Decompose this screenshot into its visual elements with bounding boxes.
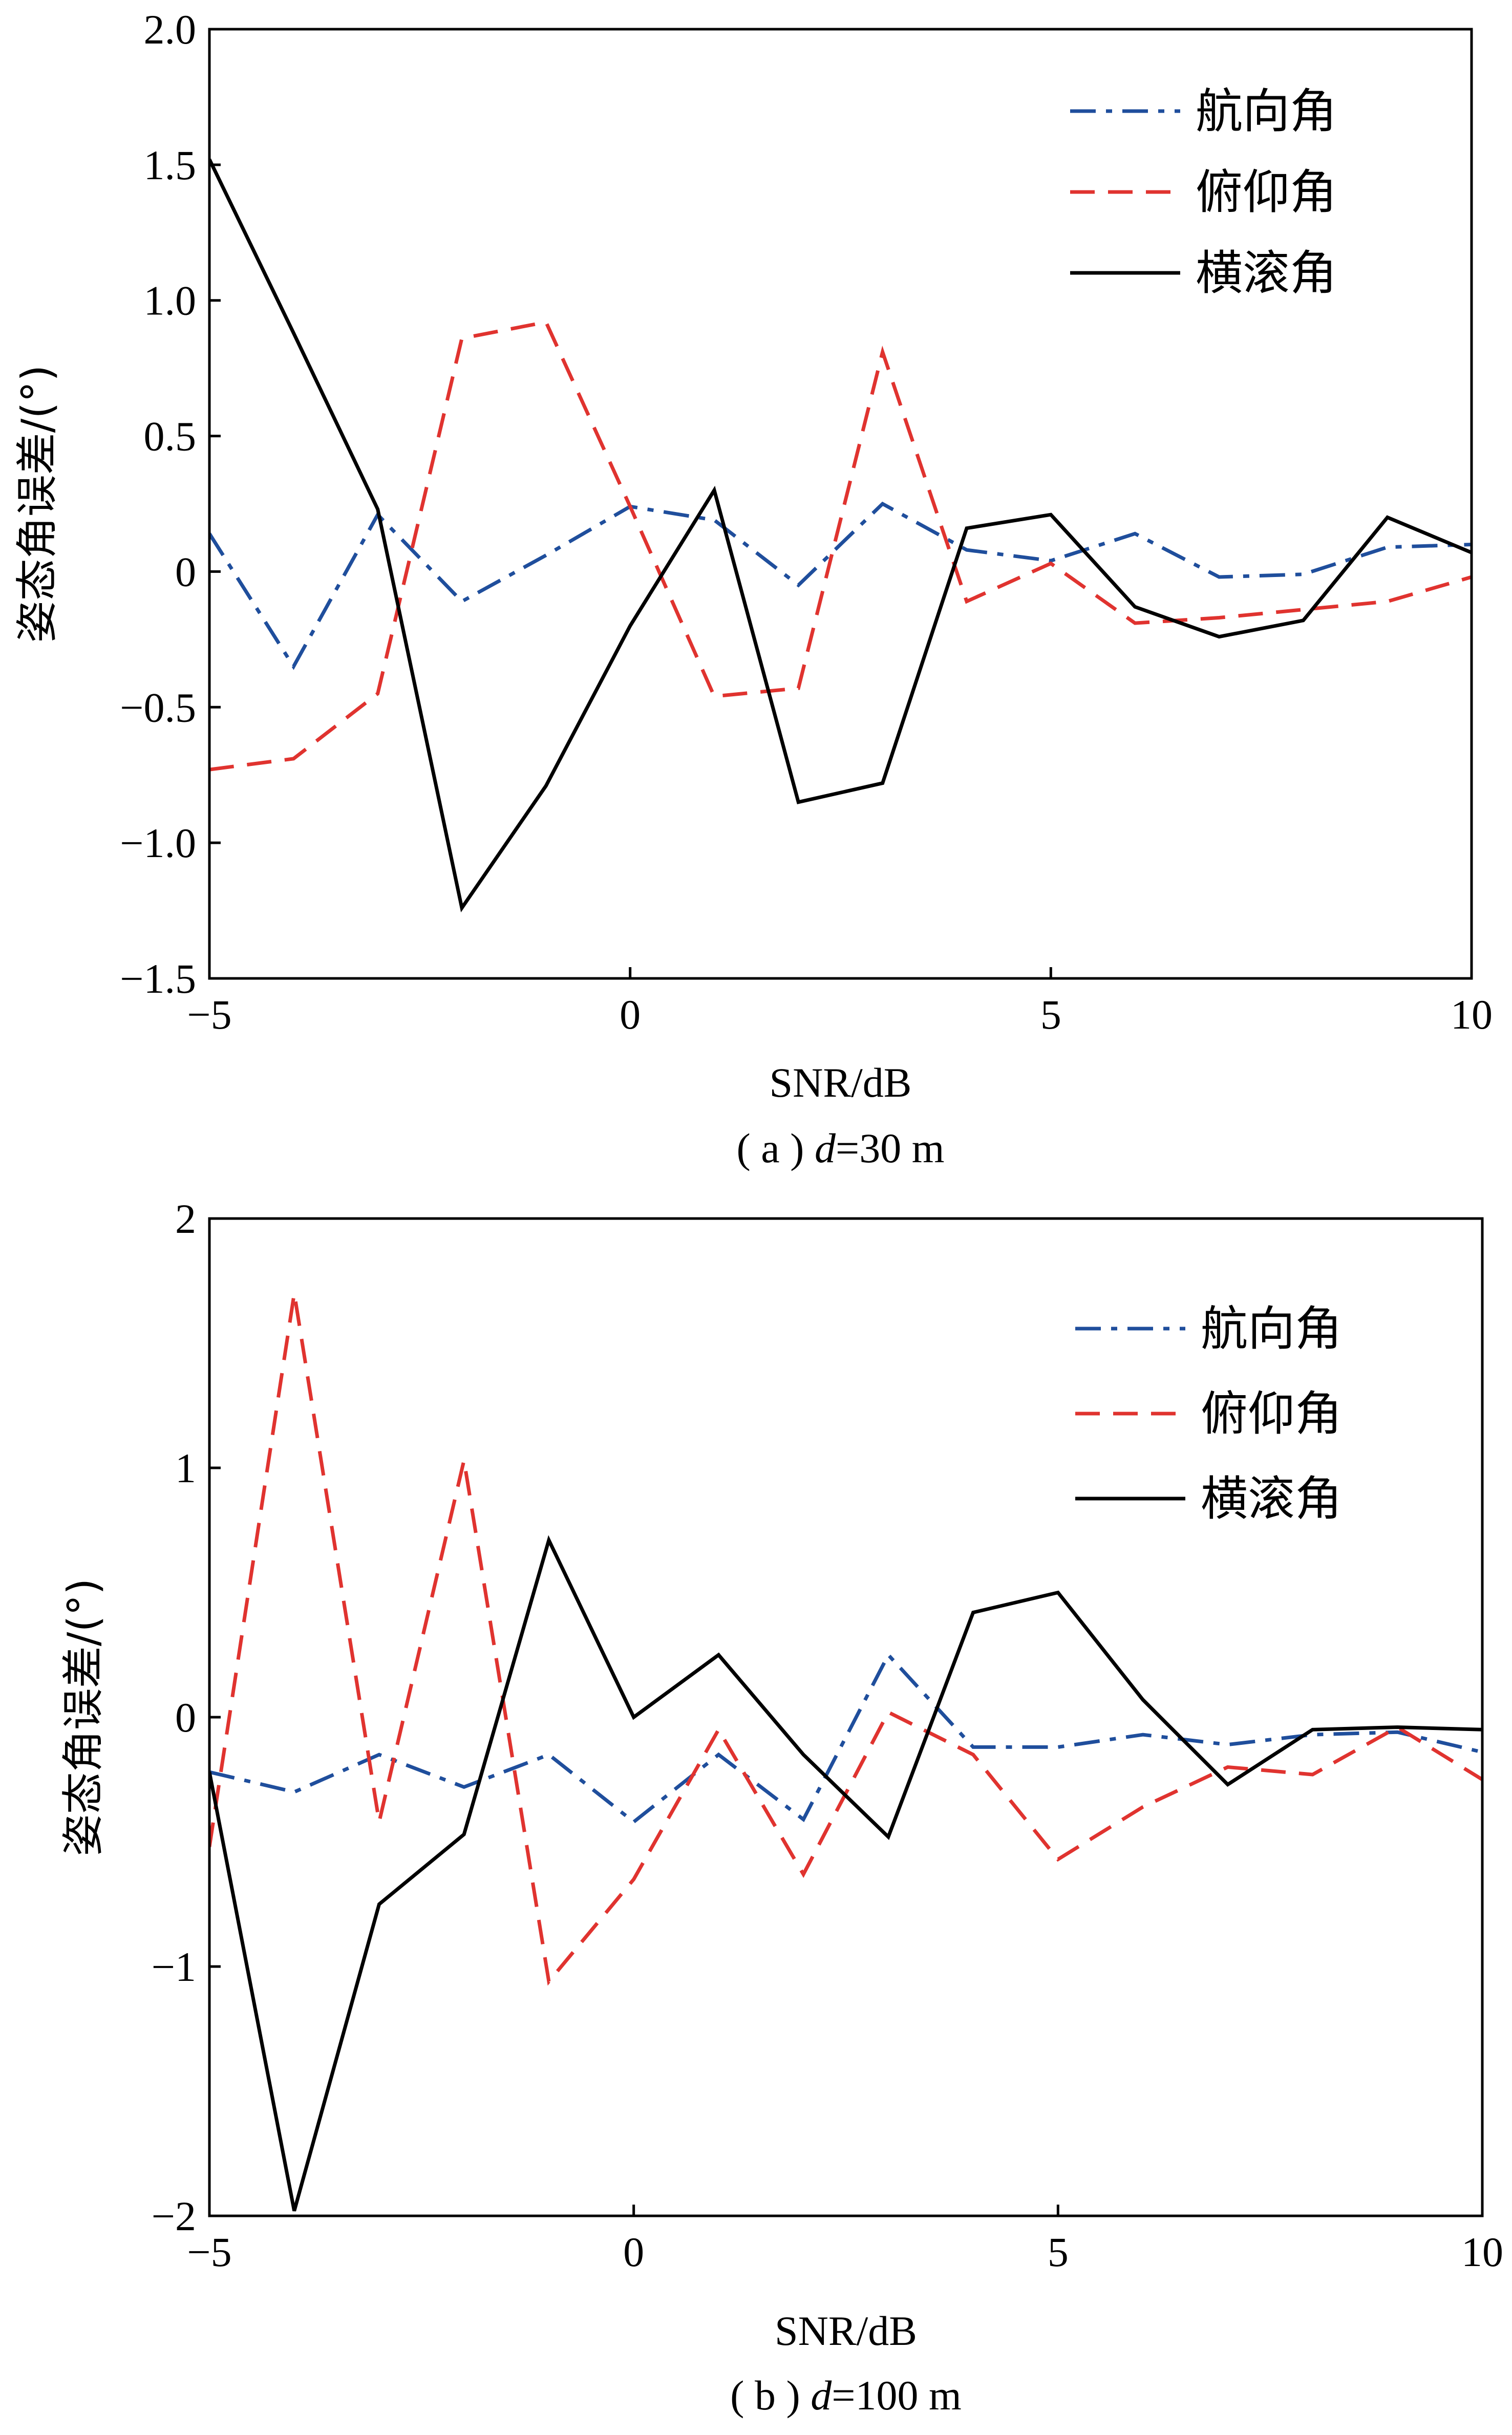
caption-variable: d — [811, 2372, 832, 2419]
chart-a: −1.5 −1.0 −0.5 0 0.5 1.0 1.5 2.0 −5 0 5 10 SNR/dB 姿态角… — [13, 6, 1493, 1171]
y-tick-label: 0 — [175, 548, 196, 595]
y-tick-label: −1 — [152, 1943, 196, 1990]
plot-frame — [208, 28, 1473, 980]
series-line-0 — [209, 501, 1472, 670]
legend-label-1: 俯仰角 — [1201, 1386, 1342, 1441]
series-line-1 — [209, 320, 1472, 772]
y-tick-label: −1.0 — [120, 820, 196, 866]
x-tick-label: 10 — [1461, 2229, 1503, 2275]
x-axis-label: SNR/dB — [775, 2308, 917, 2354]
series-line-2 — [209, 1535, 1482, 2212]
caption-variable: d — [815, 1125, 836, 1171]
y-tick-label: −1.5 — [120, 955, 196, 1002]
legend-label-2: 横滚角 — [1201, 1471, 1342, 1526]
y-tick-label: −2 — [152, 2193, 196, 2239]
x-tick-label: 0 — [623, 2229, 644, 2275]
legend-label-0: 航向角 — [1201, 1301, 1342, 1356]
chart-caption: ( b ) d=100 m — [730, 2372, 962, 2419]
y-tick-label: 1.5 — [144, 142, 197, 188]
y-tick-label: 1.0 — [144, 277, 197, 324]
y-tick-label: 0 — [175, 1694, 196, 1741]
y-axis-label: 姿态角误差/(°) — [59, 1578, 108, 1856]
y-tick-label: 0.5 — [144, 413, 197, 460]
caption-prefix: ( a ) — [736, 1125, 815, 1171]
caption-value: =30 m — [836, 1125, 945, 1171]
x-tick-label: 10 — [1451, 991, 1493, 1038]
legend-label-1: 俯仰角 — [1196, 165, 1337, 220]
y-tick-label: 2.0 — [144, 6, 197, 53]
chart-caption: ( a ) d=30 m — [736, 1125, 944, 1171]
x-axis-label: SNR/dB — [770, 1059, 912, 1106]
y-axis-label: 姿态角误差/(°) — [13, 365, 61, 643]
x-tick-label: 5 — [1048, 2229, 1069, 2275]
y-tick-label: 1 — [175, 1445, 196, 1491]
caption-prefix: ( b ) — [730, 2372, 811, 2419]
x-tick-label: 5 — [1040, 991, 1061, 1038]
series-line-0 — [209, 1652, 1482, 1824]
x-tick-label: −5 — [187, 991, 231, 1038]
chart-b: −2 −1 0 1 2 −5 0 5 10 SNR/dB 姿态角误差/(°) ( b ) d=100 … — [59, 1195, 1503, 2419]
series-line-1 — [209, 1293, 1482, 1986]
series-line-2 — [209, 158, 1472, 912]
caption-value: =100 m — [832, 2372, 962, 2419]
x-tick-label: −5 — [187, 2229, 231, 2275]
x-tick-label: 0 — [620, 991, 641, 1038]
y-tick-label: −0.5 — [120, 684, 196, 731]
y-tick-label: 2 — [175, 1195, 196, 1242]
plot-frame — [208, 1217, 1484, 2217]
legend-label-2: 横滚角 — [1196, 246, 1337, 301]
legend-label-0: 航向角 — [1196, 84, 1337, 139]
